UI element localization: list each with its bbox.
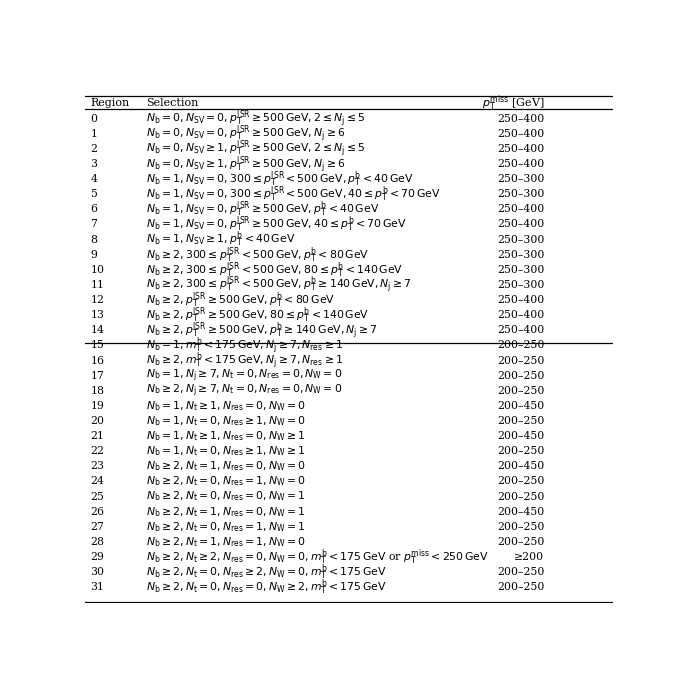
Text: $N_{\mathrm{b}} = 1, N_{\mathrm{t}} \geq 1, N_{\mathrm{res}} = 0, N_{\mathrm{W}}: $N_{\mathrm{b}} = 1, N_{\mathrm{t}} \geq… [146,429,306,443]
Text: 15: 15 [91,340,104,351]
Text: $N_{\mathrm{b}} \geq 2, N_{\mathrm{t}} = 1, N_{\mathrm{res}} = 0, N_{\mathrm{W}}: $N_{\mathrm{b}} \geq 2, N_{\mathrm{t}} =… [146,504,306,519]
Text: 16: 16 [91,355,104,365]
Text: $N_{\mathrm{b}} \geq 2, N_{\mathrm{t}} \geq 2, N_{\mathrm{res}} = 0, N_{\mathrm{: $N_{\mathrm{b}} \geq 2, N_{\mathrm{t}} \… [146,547,489,567]
Text: $N_{\mathrm{b}} \geq 2, N_{\mathrm{t}} = 0, N_{\mathrm{res}} = 0, N_{\mathrm{W}}: $N_{\mathrm{b}} \geq 2, N_{\mathrm{t}} =… [146,490,306,504]
Text: 7: 7 [91,220,97,229]
Text: 8: 8 [91,235,97,245]
Text: Selection: Selection [146,98,198,108]
Text: 200–250: 200–250 [497,522,544,532]
Text: $N_{\mathrm{b}} = 0, N_{\mathrm{SV}} \geq 1, p_{\mathrm{T}}^{\mathrm{ISR}} \geq : $N_{\mathrm{b}} = 0, N_{\mathrm{SV}} \ge… [146,138,366,159]
Text: 200–250: 200–250 [497,492,544,502]
Text: 10: 10 [91,265,104,275]
Text: 200–250: 200–250 [497,340,544,351]
Text: 27: 27 [91,522,104,532]
Text: 20: 20 [91,416,104,426]
Text: 250–400: 250–400 [497,325,544,336]
Text: 3: 3 [91,159,97,169]
Text: 13: 13 [91,310,104,320]
Text: $N_{\mathrm{b}} = 1, N_{\mathrm{t}} = 0, N_{\mathrm{res}} \geq 1, N_{\mathrm{W}}: $N_{\mathrm{b}} = 1, N_{\mathrm{t}} = 0,… [146,414,306,428]
Text: $N_{\mathrm{b}} = 1, N_{\mathrm{SV}} = 0, p_{\mathrm{T}}^{\mathrm{ISR}} \geq 500: $N_{\mathrm{b}} = 1, N_{\mathrm{SV}} = 0… [146,215,407,235]
Text: 19: 19 [91,401,104,411]
Text: 250–300: 250–300 [497,280,544,290]
Text: 200–250: 200–250 [497,416,544,426]
Text: 250–400: 250–400 [497,295,544,305]
Text: 28: 28 [91,537,104,547]
Text: $N_{\mathrm{b}} = 1, N_{\mathrm{t}} \geq 1, N_{\mathrm{res}} = 0, N_{\mathrm{W}}: $N_{\mathrm{b}} = 1, N_{\mathrm{t}} \geq… [146,399,306,413]
Text: $N_{\mathrm{b}} = 1, N_{\mathrm{t}} = 0, N_{\mathrm{res}} \geq 1, N_{\mathrm{W}}: $N_{\mathrm{b}} = 1, N_{\mathrm{t}} = 0,… [146,444,306,458]
Text: $p_{\mathrm{T}}^{\mathrm{miss}}$ [GeV]: $p_{\mathrm{T}}^{\mathrm{miss}}$ [GeV] [481,94,544,113]
Text: 250–300: 250–300 [497,235,544,245]
Text: $N_{\mathrm{b}} \geq 2, p_{\mathrm{T}}^{\mathrm{ISR}} \geq 500\,\mathrm{GeV}, 80: $N_{\mathrm{b}} \geq 2, p_{\mathrm{T}}^{… [146,305,369,325]
Text: $N_{\mathrm{b}} = 0, N_{\mathrm{SV}} \geq 1, p_{\mathrm{T}}^{\mathrm{ISR}} \geq : $N_{\mathrm{b}} = 0, N_{\mathrm{SV}} \ge… [146,153,345,174]
Text: 250–400: 250–400 [497,129,544,139]
Text: 1: 1 [91,129,97,139]
Text: 200–450: 200–450 [497,506,544,517]
Text: $N_{\mathrm{b}} \geq 2, 300 \leq p_{\mathrm{T}}^{\mathrm{ISR}} < 500\,\mathrm{Ge: $N_{\mathrm{b}} \geq 2, 300 \leq p_{\mat… [146,245,369,264]
Text: $N_{\mathrm{b}} = 0, N_{\mathrm{SV}} = 0, p_{\mathrm{T}}^{\mathrm{ISR}} \geq 500: $N_{\mathrm{b}} = 0, N_{\mathrm{SV}} = 0… [146,123,345,144]
Text: $N_{\mathrm{b}} \geq 2, N_{\mathrm{t}} = 1, N_{\mathrm{res}} = 0, N_{\mathrm{W}}: $N_{\mathrm{b}} \geq 2, N_{\mathrm{t}} =… [146,460,306,473]
Text: 200–250: 200–250 [497,537,544,547]
Text: $N_{\mathrm{b}} = 1, N_{\mathrm{SV}} = 0, p_{\mathrm{T}}^{\mathrm{ISR}} \geq 500: $N_{\mathrm{b}} = 1, N_{\mathrm{SV}} = 0… [146,199,379,219]
Text: $N_{\mathrm{b}} \geq 2, N_{\mathrm{t}} = 0, N_{\mathrm{res}} \geq 2, N_{\mathrm{: $N_{\mathrm{b}} \geq 2, N_{\mathrm{t}} =… [146,562,387,582]
Text: 21: 21 [91,431,104,441]
Text: $N_{\mathrm{b}} \geq 2, N_{\mathrm{j}} \geq 7, N_{\mathrm{t}} = 0, N_{\mathrm{re: $N_{\mathrm{b}} \geq 2, N_{\mathrm{j}} \… [146,382,343,399]
Text: $N_{\mathrm{b}} = 1, N_{\mathrm{SV}} = 0, 300 \leq p_{\mathrm{T}}^{\mathrm{ISR}}: $N_{\mathrm{b}} = 1, N_{\mathrm{SV}} = 0… [146,184,441,204]
Text: 200–250: 200–250 [497,582,544,592]
Text: 11: 11 [91,280,104,290]
Text: $N_{\mathrm{b}} \geq 2, N_{\mathrm{t}} = 0, N_{\mathrm{res}} = 1, N_{\mathrm{W}}: $N_{\mathrm{b}} \geq 2, N_{\mathrm{t}} =… [146,520,306,534]
Text: $N_{\mathrm{b}} = 1, N_{\mathrm{j}} \geq 7, N_{\mathrm{t}} = 0, N_{\mathrm{res}}: $N_{\mathrm{b}} = 1, N_{\mathrm{j}} \geq… [146,367,343,384]
Text: $N_{\mathrm{b}} = 1, N_{\mathrm{SV}} \geq 1, p_{\mathrm{T}}^{\mathrm{b}} < 40\,\: $N_{\mathrm{b}} = 1, N_{\mathrm{SV}} \ge… [146,230,295,250]
Text: 6: 6 [91,204,97,214]
Text: 200–250: 200–250 [497,371,544,380]
Text: 200–450: 200–450 [497,401,544,411]
Text: $N_{\mathrm{b}} \geq 2, N_{\mathrm{t}} = 0, N_{\mathrm{res}} = 0, N_{\mathrm{W}}: $N_{\mathrm{b}} \geq 2, N_{\mathrm{t}} =… [146,578,387,597]
Text: 30: 30 [91,567,104,577]
Text: 24: 24 [91,477,104,486]
Text: $N_{\mathrm{b}} \geq 2, N_{\mathrm{t}} = 0, N_{\mathrm{res}} = 1, N_{\mathrm{W}}: $N_{\mathrm{b}} \geq 2, N_{\mathrm{t}} =… [146,475,306,488]
Text: $N_{\mathrm{b}} \geq 2, m_{\mathrm{T}}^{\mathrm{b}} < 175\,\mathrm{GeV}, N_{\mat: $N_{\mathrm{b}} \geq 2, m_{\mathrm{T}}^{… [146,350,343,371]
Text: 18: 18 [91,386,104,396]
Text: $N_{\mathrm{b}} = 1, N_{\mathrm{SV}} = 0, 300 \leq p_{\mathrm{T}}^{\mathrm{ISR}}: $N_{\mathrm{b}} = 1, N_{\mathrm{SV}} = 0… [146,170,413,189]
Text: 250–400: 250–400 [497,310,544,320]
Text: 14: 14 [91,325,104,336]
Text: 250–300: 250–300 [497,265,544,275]
Text: 22: 22 [91,446,104,456]
Text: 2: 2 [91,144,97,154]
Text: 200–250: 200–250 [497,355,544,365]
Text: ≥200: ≥200 [514,552,544,562]
Text: $N_{\mathrm{b}} \geq 2, 300 \leq p_{\mathrm{T}}^{\mathrm{ISR}} < 500\,\mathrm{Ge: $N_{\mathrm{b}} \geq 2, 300 \leq p_{\mat… [146,260,403,279]
Text: $N_{\mathrm{b}} \geq 2, p_{\mathrm{T}}^{\mathrm{ISR}} \geq 500\,\mathrm{GeV}, p_: $N_{\mathrm{b}} \geq 2, p_{\mathrm{T}}^{… [146,320,377,341]
Text: 12: 12 [91,295,104,305]
Text: $N_{\mathrm{b}} = 1, m_{\mathrm{T}}^{\mathrm{b}} < 175\,\mathrm{GeV}, N_{\mathrm: $N_{\mathrm{b}} = 1, m_{\mathrm{T}}^{\ma… [146,335,343,356]
Text: 200–250: 200–250 [497,567,544,577]
Text: 200–250: 200–250 [497,446,544,456]
Text: 250–400: 250–400 [497,114,544,123]
Text: $N_{\mathrm{b}} \geq 2, N_{\mathrm{t}} = 1, N_{\mathrm{res}} = 1, N_{\mathrm{W}}: $N_{\mathrm{b}} \geq 2, N_{\mathrm{t}} =… [146,535,306,549]
Text: 200–450: 200–450 [497,461,544,471]
Text: 29: 29 [91,552,104,562]
Text: 25: 25 [91,492,104,502]
Text: 23: 23 [91,461,104,471]
Text: Region: Region [91,98,129,108]
Text: 17: 17 [91,371,104,380]
Text: 250–300: 250–300 [497,250,544,260]
Text: 5: 5 [91,189,97,199]
Text: 200–450: 200–450 [497,431,544,441]
Text: $N_{\mathrm{b}} \geq 2, p_{\mathrm{T}}^{\mathrm{ISR}} \geq 500\,\mathrm{GeV}, p_: $N_{\mathrm{b}} \geq 2, p_{\mathrm{T}}^{… [146,290,335,310]
Text: 250–400: 250–400 [497,204,544,214]
Text: 0: 0 [91,114,97,123]
Text: 250–300: 250–300 [497,189,544,199]
Text: 250–400: 250–400 [497,144,544,154]
Text: $N_{\mathrm{b}} \geq 2, 300 \leq p_{\mathrm{T}}^{\mathrm{ISR}} < 500\,\mathrm{Ge: $N_{\mathrm{b}} \geq 2, 300 \leq p_{\mat… [146,275,411,296]
Text: 31: 31 [91,582,104,592]
Text: 250–300: 250–300 [497,174,544,184]
Text: 250–400: 250–400 [497,159,544,169]
Text: 26: 26 [91,506,104,517]
Text: 4: 4 [91,174,97,184]
Text: $N_{\mathrm{b}} = 0, N_{\mathrm{SV}} = 0, p_{\mathrm{T}}^{\mathrm{ISR}} \geq 500: $N_{\mathrm{b}} = 0, N_{\mathrm{SV}} = 0… [146,108,366,129]
Text: 250–400: 250–400 [497,220,544,229]
Text: 200–250: 200–250 [497,386,544,396]
Text: 200–250: 200–250 [497,477,544,486]
Text: 9: 9 [91,250,97,260]
